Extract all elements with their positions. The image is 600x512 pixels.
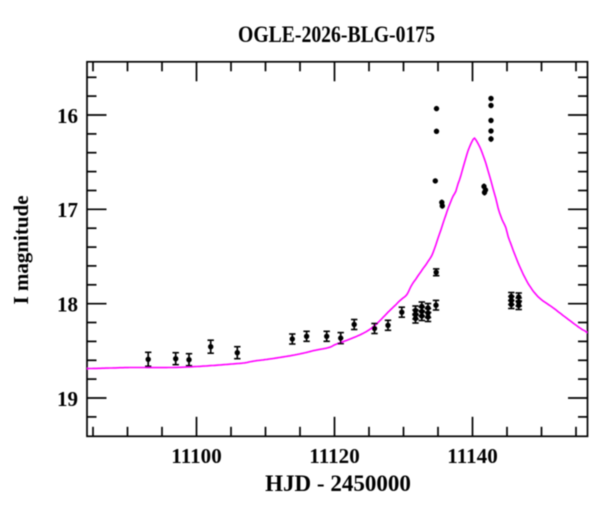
svg-text:16: 16 — [57, 104, 78, 128]
svg-text:I magnitude: I magnitude — [9, 195, 33, 304]
svg-text:OGLE-2026-BLG-0175: OGLE-2026-BLG-0175 — [238, 22, 435, 47]
svg-text:18: 18 — [57, 293, 78, 317]
svg-text:HJD - 2450000: HJD - 2450000 — [265, 471, 411, 496]
svg-text:11120: 11120 — [309, 444, 359, 468]
svg-text:11140: 11140 — [447, 444, 497, 468]
svg-text:11100: 11100 — [171, 444, 221, 468]
svg-text:17: 17 — [57, 198, 78, 222]
svg-text:19: 19 — [57, 387, 78, 411]
